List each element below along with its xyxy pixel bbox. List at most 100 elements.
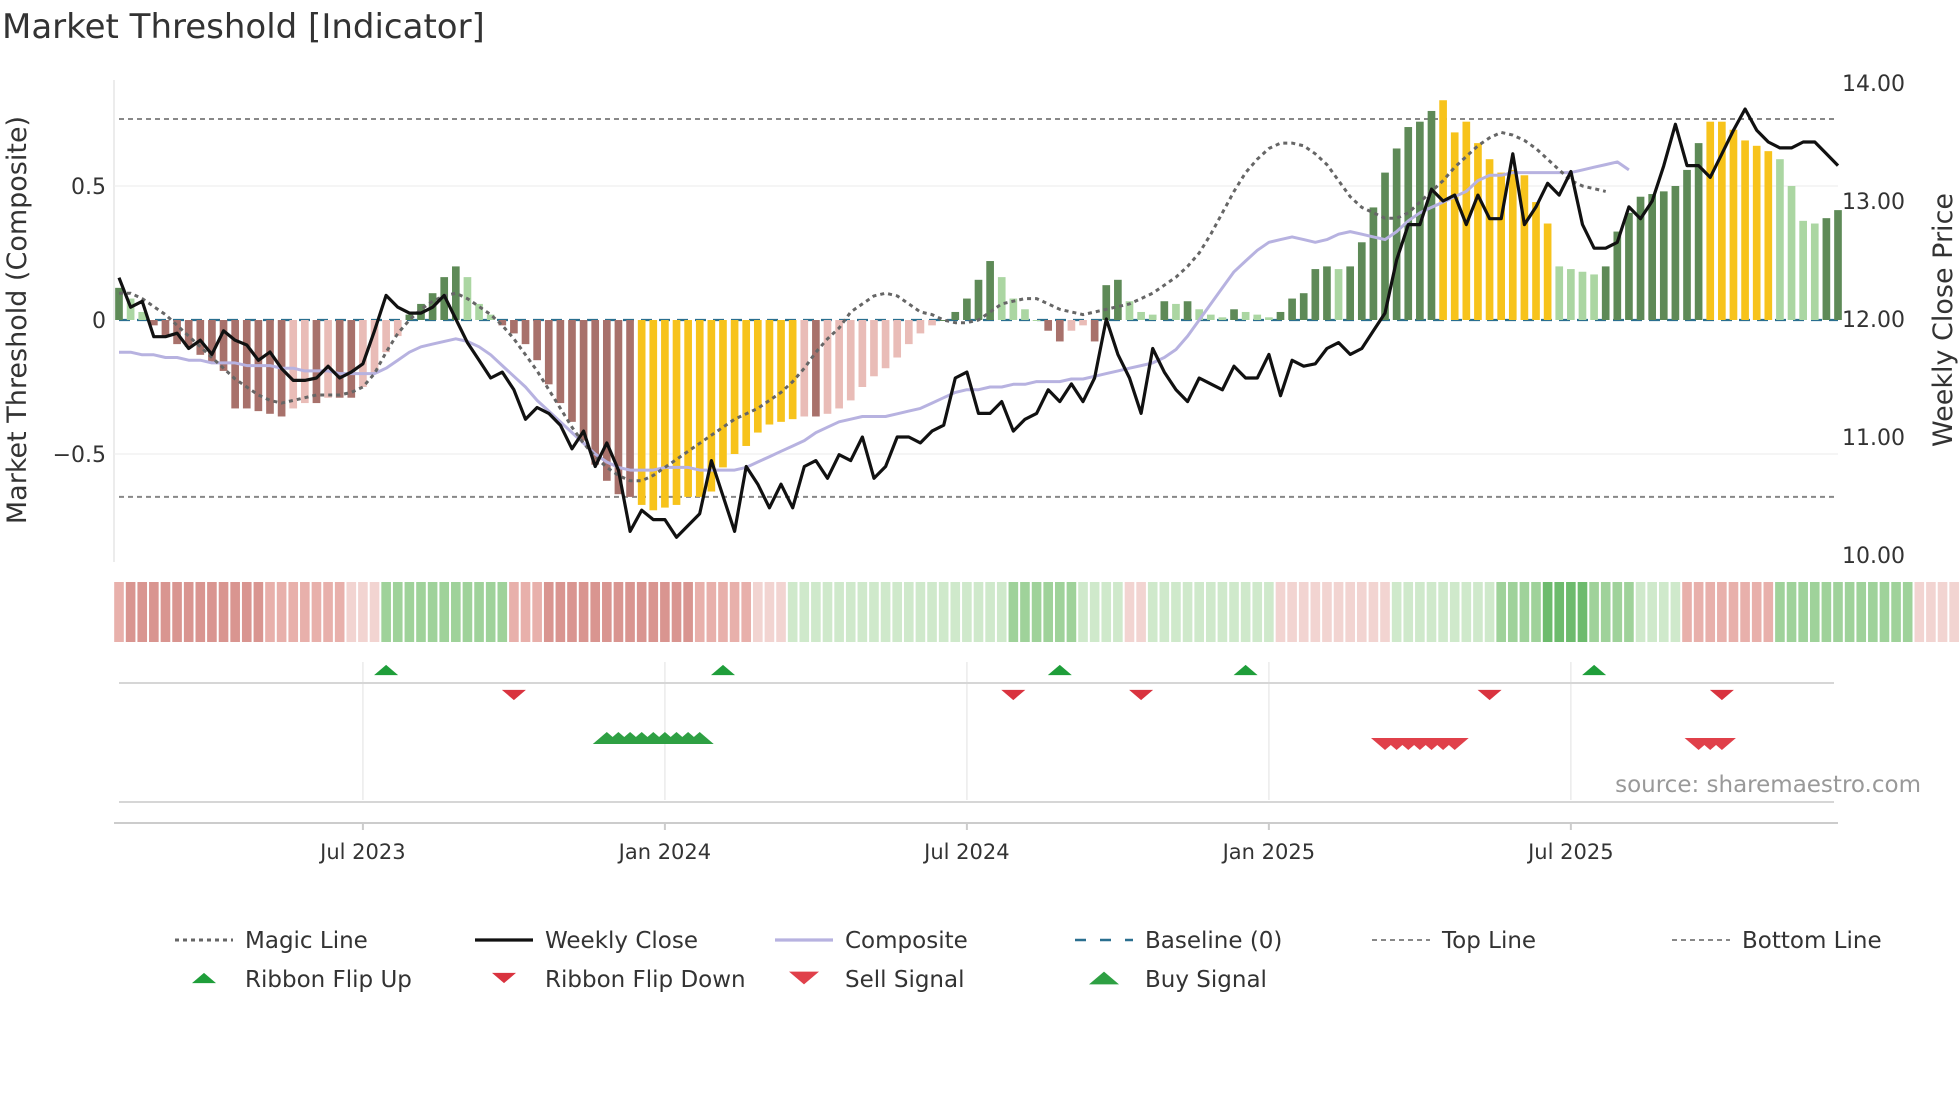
legend-item: Baseline (0) <box>1075 928 1282 954</box>
ribbon-segment <box>636 582 647 642</box>
ribbon-flip-down-marker <box>1709 689 1734 701</box>
composite-bar <box>1299 293 1308 320</box>
composite-bar <box>138 311 147 320</box>
composite-bar <box>1810 223 1819 320</box>
ribbon-segment <box>555 582 566 642</box>
ribbon-segment <box>265 582 275 642</box>
ribbon-segment <box>753 582 763 642</box>
composite-bar <box>939 320 948 321</box>
legend-item: Bottom Line <box>1672 928 1882 954</box>
ribbon-segment <box>1473 582 1483 642</box>
composite-bar <box>1752 145 1761 320</box>
ribbon-segment <box>567 582 577 642</box>
ribbon-segment <box>1275 582 1286 642</box>
composite-bar <box>150 320 158 326</box>
ribbon-segment <box>1507 582 1518 642</box>
signal-markers <box>114 662 1838 824</box>
composite-bar <box>1543 223 1552 320</box>
composite-bar <box>1148 314 1157 320</box>
ribbon-segment <box>950 582 961 642</box>
ribbon-segment <box>602 582 612 642</box>
ribbon-segment <box>1229 582 1239 642</box>
ribbon-segment <box>1415 582 1425 642</box>
source-credit: source: sharemaestro.com <box>1615 772 1921 798</box>
ribbon-segment <box>1205 582 1216 642</box>
legend-item: Sell Signal <box>789 967 965 993</box>
composite-bar <box>184 320 193 347</box>
composite-bar <box>219 320 228 371</box>
x-tick-label: Jul 2023 <box>318 840 405 864</box>
composite-bar <box>730 320 739 454</box>
ribbon-segment <box>1519 582 1530 642</box>
composite-bar <box>1032 320 1041 321</box>
ribbon-segment <box>543 582 554 642</box>
ribbon-segment <box>927 582 937 642</box>
ribbon-segment <box>1020 582 1030 642</box>
y-tick-right: 12.00 <box>1842 308 1905 333</box>
y-tick-right: 10.00 <box>1842 544 1905 569</box>
ribbon-segment <box>439 582 450 642</box>
composite-bar <box>1183 301 1192 320</box>
ribbon-segment <box>1786 582 1797 642</box>
ribbon-segment <box>799 582 810 642</box>
composite-bar <box>1392 148 1401 320</box>
ribbon-segment <box>718 582 728 642</box>
magic-line <box>119 130 1607 483</box>
composite-bar <box>556 320 565 404</box>
composite-bar <box>788 320 797 420</box>
ribbon-segment <box>1113 582 1123 642</box>
ribbon-segment <box>613 582 624 642</box>
composite-bar <box>1114 279 1122 320</box>
ribbon-segment <box>172 582 182 642</box>
composite-bar <box>312 320 321 404</box>
composite-bar <box>405 314 414 320</box>
ribbon-segment <box>648 582 659 642</box>
composite-bar <box>1230 309 1238 320</box>
composite-bar <box>963 298 971 320</box>
ribbon-segment <box>1902 582 1913 642</box>
ribbon-segment <box>114 582 124 642</box>
composite-bar <box>1381 172 1389 320</box>
composite-bar <box>335 320 344 398</box>
composite-bar <box>1172 303 1180 320</box>
ribbon-segment <box>509 582 519 642</box>
composite-bar <box>1241 311 1250 320</box>
ribbon-segment <box>776 582 786 642</box>
ribbon-segment <box>811 582 821 642</box>
legend-label: Weekly Close <box>545 928 698 954</box>
legend-label: Bottom Line <box>1742 928 1882 954</box>
composite-bar <box>1485 159 1494 320</box>
ribbon-segment <box>1600 582 1611 642</box>
composite-bar <box>1055 320 1064 342</box>
y-tick-left: 0.5 <box>71 175 106 200</box>
composite-bar <box>1555 266 1564 320</box>
legend-swatch <box>492 972 516 984</box>
composite-bar <box>1474 143 1482 320</box>
weekly-close-line <box>117 107 1840 539</box>
composite-bar <box>1787 186 1796 320</box>
composite-bar <box>1683 169 1691 320</box>
ribbon-segment <box>1577 582 1588 642</box>
composite-bar <box>1671 186 1680 320</box>
ribbon-segment <box>1949 582 1959 642</box>
composite-bar <box>1265 317 1273 320</box>
ribbon-segment <box>149 582 159 642</box>
ribbon-segment <box>462 582 473 642</box>
composite-bar <box>858 320 867 387</box>
composite-bar <box>196 320 205 355</box>
y-tick-left: 0 <box>92 309 106 334</box>
composite-bar <box>1648 194 1656 320</box>
ribbon-segment <box>404 582 415 642</box>
ribbon-segment <box>1879 582 1890 642</box>
ribbon-segment <box>822 582 833 642</box>
ribbon-segment <box>1566 582 1576 642</box>
composite-bar <box>1450 132 1459 320</box>
composite-bar <box>1822 218 1831 320</box>
ribbon-segment <box>207 582 217 642</box>
y-axis-left: 0.5 0 −0.5 <box>53 175 106 468</box>
legend-label: Magic Line <box>245 928 368 954</box>
ribbon-segment <box>1635 582 1646 642</box>
ribbon-segment <box>1496 582 1506 642</box>
composite-bar <box>498 320 507 326</box>
composite-bar <box>359 320 367 387</box>
